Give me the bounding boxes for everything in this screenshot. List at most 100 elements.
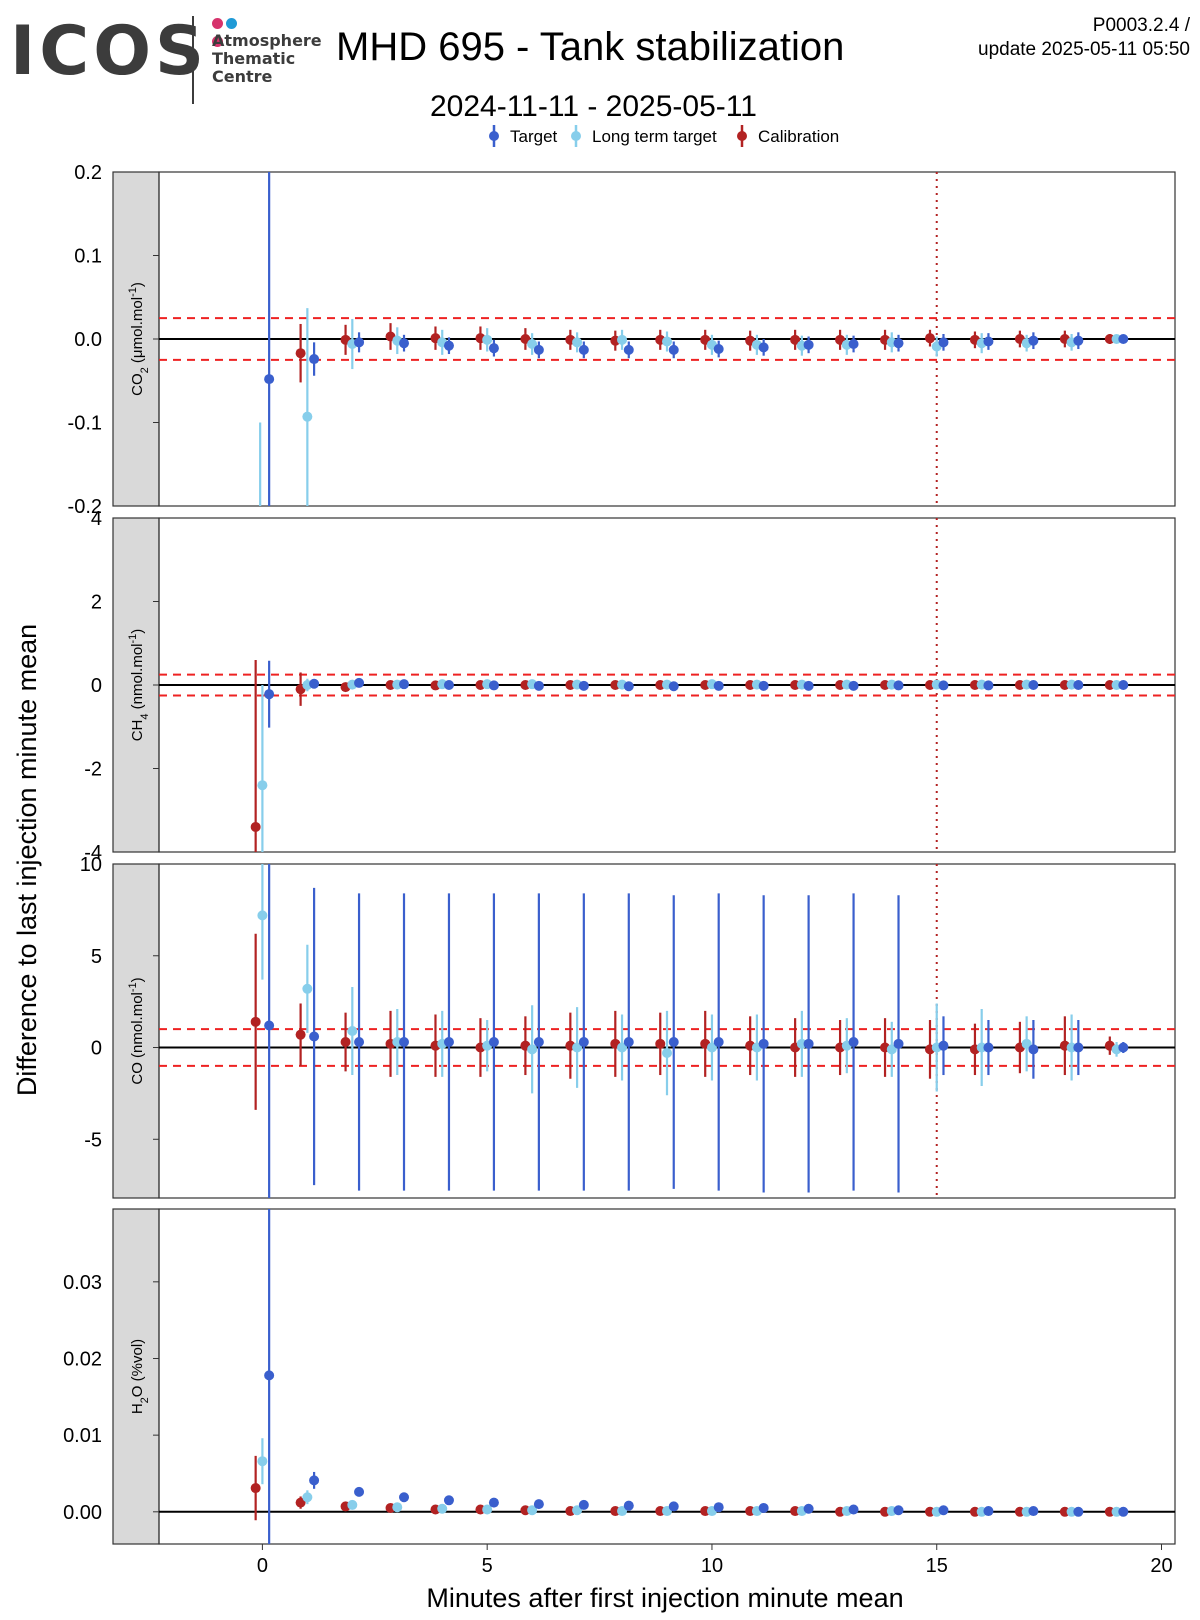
version-info: P0003.2.4 / update 2025-05-11 05:50	[978, 14, 1190, 62]
chart-panels: CO2 (μmol.mol-1) -0.2 -0.1 0.0 0.1 0.2 CH4 (nm…	[63, 162, 1176, 1545]
data-point	[347, 1026, 358, 1036]
data-point	[893, 338, 904, 349]
icos-logo: ICOS	[10, 12, 208, 91]
y-tick-label: 0.0	[74, 329, 102, 351]
panel-plot-area	[159, 518, 1175, 852]
y-tick-label: -2	[84, 759, 102, 781]
data-point	[399, 338, 410, 349]
y-tick-label: 0.03	[63, 1272, 102, 1294]
data-point	[533, 344, 544, 355]
panel-plot-area	[159, 172, 1175, 506]
data-point	[623, 1037, 634, 1048]
data-point	[938, 337, 949, 348]
data-point	[578, 1499, 589, 1510]
data-point	[1021, 1038, 1032, 1049]
data-point	[527, 1505, 538, 1516]
panel-h2o: H2O (%vol) 0.00 0.01 0.02 0.03	[63, 1208, 1176, 1545]
data-point	[257, 780, 268, 791]
product-code: P0003.2.4 /	[1092, 15, 1190, 36]
data-point	[264, 689, 275, 700]
y-tick-label: 0.02	[63, 1348, 102, 1370]
data-point	[1028, 1044, 1039, 1055]
panel-strip-label: H2O (%vol)	[129, 1339, 151, 1414]
panel-border	[158, 1208, 1176, 1545]
panel-strip	[112, 517, 160, 853]
data-point	[295, 1497, 306, 1508]
data-point	[848, 1037, 859, 1048]
data-point	[983, 336, 994, 347]
panel-co: CO (nmol.mol-1) -5 0 5 10	[80, 854, 1176, 1199]
data-point	[668, 681, 679, 692]
data-point	[848, 1504, 859, 1515]
data-point	[983, 1042, 994, 1053]
data-point	[264, 374, 275, 385]
data-point	[706, 1042, 717, 1053]
data-point	[623, 681, 634, 692]
data-point	[488, 1037, 499, 1048]
data-point	[527, 1044, 538, 1055]
data-point	[250, 1483, 261, 1494]
y-axis-label: Difference to last injection minute mean	[12, 624, 42, 1096]
y-tick-label: 0.1	[74, 246, 102, 268]
data-point	[533, 1499, 544, 1510]
data-point	[264, 1370, 275, 1381]
data-point	[893, 1505, 904, 1516]
data-point	[578, 680, 589, 691]
data-point	[257, 910, 268, 921]
series-long_term_target	[257, 864, 1122, 1096]
data-point	[713, 1502, 724, 1513]
data-point	[295, 1029, 306, 1040]
legend-key-point	[489, 131, 499, 141]
panel-co2: CO2 (μmol.mol-1) -0.2 -0.1 0.0 0.1 0.2	[68, 162, 1176, 518]
series-long_term_target	[259, 308, 1122, 506]
logo-dot-icon	[226, 18, 237, 29]
data-point	[302, 983, 313, 994]
panel-strip-label: CH4 (nmol.mol-1)	[127, 629, 151, 742]
series-calibration	[250, 933, 1115, 1110]
data-point	[790, 334, 801, 345]
data-point	[803, 1038, 814, 1049]
data-point	[655, 1038, 666, 1049]
update-timestamp: update 2025-05-11 05:50	[978, 39, 1190, 60]
data-point	[893, 1038, 904, 1049]
data-point	[623, 344, 634, 355]
data-point	[1073, 1506, 1084, 1517]
legend: Target Long term target Calibration	[489, 125, 839, 147]
y-tick-label: 0.01	[63, 1425, 102, 1447]
panel-strip-label: CO2 (μmol.mol-1)	[127, 282, 151, 396]
data-point	[257, 1456, 268, 1467]
page-title: MHD 695 - Tank stabilization	[336, 25, 845, 69]
y-tick-label: -4	[84, 842, 102, 864]
data-point	[924, 333, 935, 344]
header: ICOS Atmosphere Thematic Centre MHD 695 …	[0, 0, 1200, 160]
data-point	[250, 1016, 261, 1027]
logo-sub-line: Centre	[212, 67, 273, 86]
data-point	[1028, 335, 1039, 346]
data-point	[392, 1502, 403, 1513]
data-point	[662, 1048, 672, 1059]
series-target	[264, 864, 1129, 1198]
data-point	[1118, 1042, 1129, 1053]
panel-plot-area	[159, 864, 1175, 1198]
x-tick-label: 20	[1150, 1555, 1172, 1577]
data-point	[488, 343, 499, 354]
data-point	[533, 1037, 544, 1048]
logo-divider	[192, 16, 194, 104]
data-point	[617, 1042, 628, 1053]
data-point	[713, 680, 724, 691]
y-tick-label: -0.2	[68, 496, 102, 518]
data-point	[340, 1037, 351, 1048]
x-tick-label: 0	[257, 1555, 268, 1577]
data-point	[617, 334, 628, 345]
data-point	[983, 1506, 994, 1517]
x-tick-label: 10	[701, 1555, 723, 1577]
data-point	[713, 1037, 724, 1048]
data-point	[443, 340, 454, 351]
legend-key-point	[737, 131, 747, 141]
date-range: 2024-11-11 - 2025-05-11	[430, 90, 757, 123]
data-point	[578, 1037, 589, 1048]
data-point	[354, 1486, 365, 1497]
panel-strip-label: CO (nmol.mol-1)	[127, 977, 146, 1084]
y-tick-label: 4	[91, 508, 102, 530]
data-point	[848, 339, 859, 350]
